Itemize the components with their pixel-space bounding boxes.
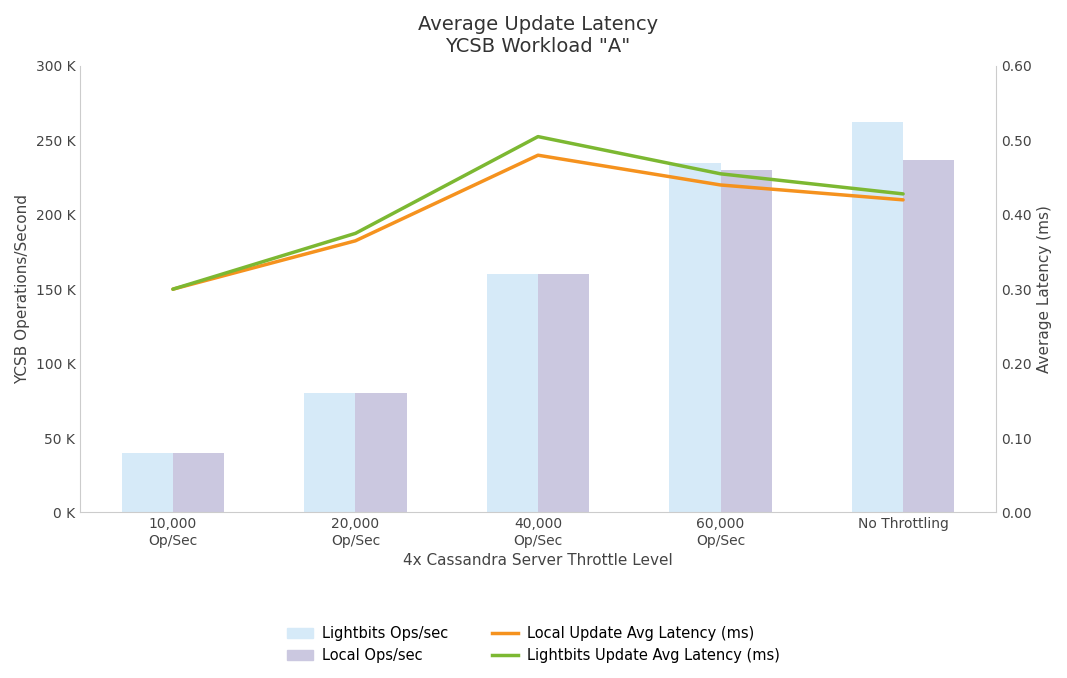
- Bar: [122, 453, 173, 513]
- Bar: [538, 275, 589, 513]
- Bar: [720, 170, 771, 513]
- Bar: [487, 275, 538, 513]
- Title: Average Update Latency
YCSB Workload "A": Average Update Latency YCSB Workload "A": [418, 15, 658, 56]
- Bar: [304, 393, 355, 513]
- Bar: [355, 393, 407, 513]
- X-axis label: 4x Cassandra Server Throttle Level: 4x Cassandra Server Throttle Level: [403, 553, 673, 568]
- Y-axis label: Average Latency (ms): Average Latency (ms): [1037, 205, 1052, 373]
- Bar: [903, 160, 954, 513]
- Legend: Lightbits Ops/sec, Local Ops/sec, Local Update Avg Latency (ms), Lightbits Updat: Lightbits Ops/sec, Local Ops/sec, Local …: [280, 619, 787, 671]
- Bar: [669, 163, 720, 513]
- Bar: [851, 123, 903, 513]
- Y-axis label: YCSB Operations/Second: YCSB Operations/Second: [15, 194, 30, 384]
- Bar: [173, 453, 224, 513]
